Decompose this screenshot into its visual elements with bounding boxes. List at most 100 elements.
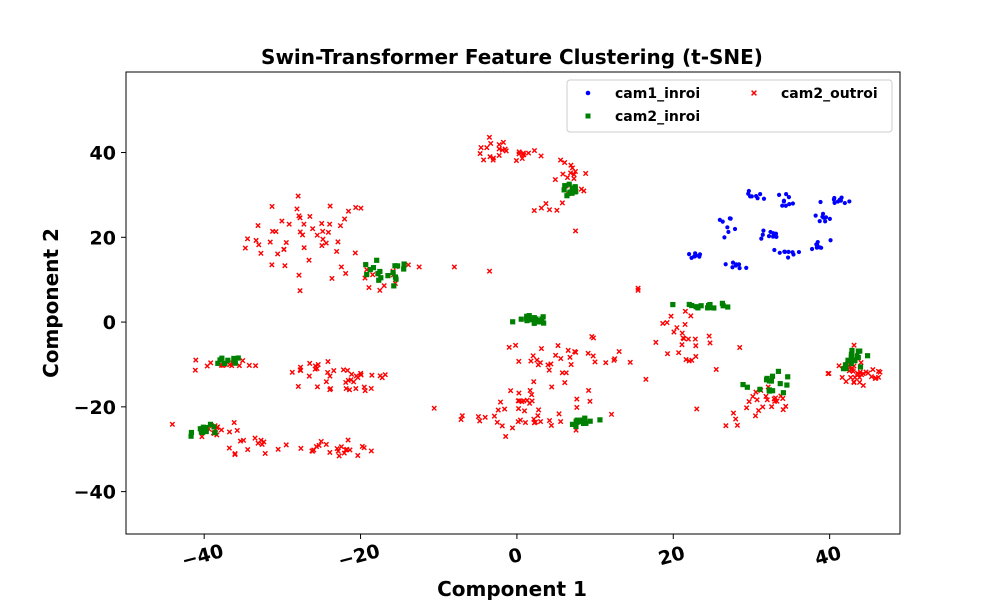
point-cam2-outroi [546, 417, 553, 424]
point-cam2-outroi [664, 319, 670, 326]
point-cam1-inroi [785, 255, 791, 260]
legend-label-cam2-outroi: cam2_outroi [781, 86, 878, 102]
point-cam2-outroi [653, 339, 659, 346]
point-cam2-outroi [515, 419, 521, 425]
point-cam1-inroi [784, 192, 789, 197]
point-cam2-outroi [524, 397, 530, 403]
point-cam1-inroi [737, 266, 742, 271]
point-cam2-outroi [352, 250, 358, 256]
point-cam2-outroi [488, 140, 494, 147]
point-cam2-outroi [743, 405, 750, 411]
point-cam1-inroi [730, 260, 736, 265]
point-cam2-outroi [496, 152, 502, 159]
point-cam2-outroi [256, 242, 262, 248]
point-cam2-inroi [566, 181, 572, 187]
point-cam2-outroi [530, 353, 536, 359]
point-cam2-outroi [531, 147, 538, 154]
point-cam2-inroi [524, 318, 530, 324]
point-cam2-outroi [535, 362, 542, 368]
point-cam2-inroi [541, 320, 547, 326]
point-cam2-outroi [297, 287, 303, 294]
point-cam2-inroi [529, 317, 535, 323]
point-cam2-inroi [763, 377, 770, 383]
point-cam2-outroi [563, 370, 569, 376]
point-cam2-inroi [188, 433, 194, 439]
point-cam2-outroi [361, 384, 367, 390]
point-cam2-outroi [295, 383, 302, 390]
point-cam2-outroi [693, 343, 699, 349]
point-cam2-outroi [680, 335, 686, 341]
point-cam2-outroi [311, 447, 317, 453]
point-cam2-outroi [569, 165, 576, 171]
point-cam2-inroi [377, 268, 383, 275]
point-cam2-inroi [376, 277, 382, 283]
point-cam2-outroi [338, 444, 345, 450]
legend-marker-cam1-inroi [585, 90, 591, 96]
point-cam2-outroi [860, 382, 867, 389]
point-cam1-inroi [809, 246, 815, 252]
point-cam2-outroi [515, 405, 522, 412]
point-cam2-outroi [538, 153, 544, 159]
point-cam2-outroi [340, 367, 347, 373]
point-cam2-outroi [232, 451, 238, 458]
point-cam2-outroi [531, 420, 538, 426]
point-cam2-inroi [561, 187, 567, 193]
point-cam2-outroi [307, 213, 313, 220]
legend: cam1_inroi cam2_outroi cam2_inroi [566, 79, 893, 133]
point-cam1-inroi [782, 249, 788, 255]
point-cam2-outroi [557, 418, 564, 425]
legend-entry-cam2-inroi: cam2_inroi [585, 109, 700, 125]
point-cam2-outroi [269, 262, 275, 268]
point-cam2-inroi [583, 420, 589, 426]
point-cam2-outroi [567, 354, 573, 361]
point-cam2-inroi [198, 429, 204, 435]
point-cam2-outroi [516, 358, 522, 365]
point-cam2-outroi [549, 384, 555, 390]
point-cam2-inroi [693, 304, 699, 310]
y-axis-label: Component 2 [39, 228, 63, 378]
point-cam2-outroi [199, 433, 205, 440]
point-cam2-outroi [326, 221, 333, 227]
point-cam1-inroi [722, 235, 727, 240]
point-cam1-inroi [818, 199, 823, 205]
point-cam2-outroi [562, 379, 568, 386]
point-cam2-inroi [864, 353, 871, 359]
legend-entry-cam2-outroi: cam2_outroi [751, 86, 878, 102]
point-cam2-inroi [840, 366, 847, 372]
point-cam2-outroi [750, 393, 756, 400]
point-cam2-outroi [674, 324, 680, 331]
point-cam2-outroi [668, 313, 674, 319]
point-cam2-outroi [568, 361, 574, 368]
point-cam2-outroi [571, 175, 577, 182]
point-cam2-outroi [226, 429, 233, 435]
point-cam2-outroi [825, 370, 831, 377]
point-cam2-outroi [535, 413, 541, 419]
point-cam2-outroi [368, 448, 375, 454]
point-cam2-outroi [325, 229, 332, 236]
point-cam2-inroi [785, 374, 791, 380]
plot-points [169, 134, 883, 459]
point-cam2-outroi [337, 222, 344, 229]
point-cam2-outroi [643, 376, 649, 382]
point-cam1-inroi [776, 192, 782, 197]
point-cam2-outroi [295, 193, 301, 199]
point-cam2-outroi [763, 393, 769, 400]
point-cam2-inroi [518, 316, 524, 322]
point-cam2-outroi [323, 240, 329, 246]
point-cam1-inroi [787, 201, 792, 207]
point-cam2-inroi [843, 365, 849, 372]
point-cam2-outroi [507, 387, 514, 394]
y-axis-ticks: −40 −20 0 20 40 [74, 143, 126, 504]
point-cam2-outroi [281, 246, 287, 253]
point-cam2-outroi [772, 395, 779, 401]
point-cam2-outroi [683, 356, 689, 363]
point-cam2-outroi [513, 157, 520, 164]
point-cam2-outroi [289, 369, 295, 375]
point-cam2-outroi [286, 221, 292, 227]
point-cam2-outroi [301, 245, 307, 251]
point-cam2-outroi [341, 450, 347, 456]
point-cam2-outroi [538, 205, 545, 211]
point-cam2-outroi [548, 361, 554, 367]
point-cam1-inroi [831, 197, 837, 202]
